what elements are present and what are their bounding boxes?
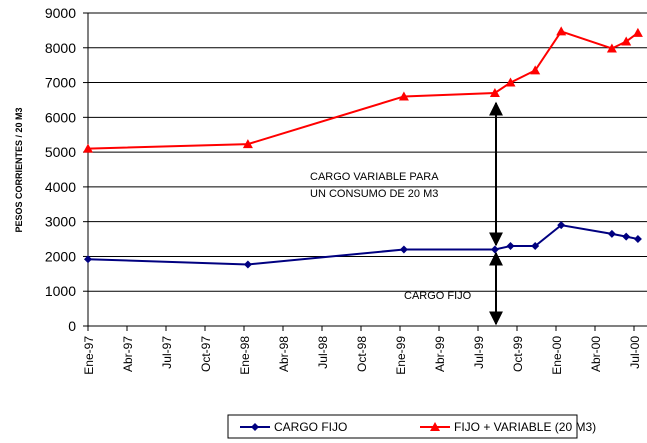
point — [621, 36, 632, 46]
series-line — [87, 30, 639, 150]
point — [398, 91, 409, 101]
y-tick-label: 2000 — [45, 248, 76, 264]
point — [489, 87, 500, 97]
annotation: UN CONSUMO DE 20 M3 — [310, 188, 438, 200]
x-tick-label: Abr-97 — [121, 336, 135, 372]
x-tick-label: Jul-97 — [160, 336, 174, 369]
point — [243, 260, 252, 269]
point — [607, 229, 616, 238]
y-tick-label: 4000 — [45, 179, 76, 195]
x-tick-label: Oct-99 — [511, 336, 525, 372]
plot — [83, 26, 643, 269]
x-tick-label: Oct-98 — [355, 336, 369, 372]
x-tick-label: Ene-97 — [82, 336, 96, 375]
y-axis-label: PESOS CORRIENTES / 20 M3 — [14, 107, 24, 232]
point — [622, 232, 631, 241]
point — [83, 143, 93, 153]
point — [506, 242, 515, 251]
y-tick-label: 5000 — [45, 144, 76, 160]
x-tick-label: Jul-98 — [316, 336, 330, 369]
series-line — [87, 224, 639, 266]
x-tick-label: Ene-99 — [394, 336, 408, 375]
x-tick-label: Jul-99 — [472, 336, 486, 369]
annotation: CARGO VARIABLE PARA — [310, 171, 439, 183]
point — [399, 245, 408, 254]
point — [556, 26, 567, 36]
x-tick-label: Jul-00 — [628, 336, 642, 369]
x-tick-label: Abr-99 — [433, 336, 447, 372]
point — [606, 43, 617, 53]
legend-label: FIJO + VARIABLE (20 M3) — [454, 420, 596, 434]
point — [557, 221, 566, 230]
x-tick-label: Ene-00 — [550, 336, 564, 375]
x-tick-label: Oct-97 — [199, 336, 213, 372]
y-tick-label: 7000 — [45, 75, 76, 91]
legend-marker — [430, 422, 440, 431]
annotation: CARGO FIJO — [404, 290, 472, 302]
y-tick-label: 8000 — [45, 40, 76, 56]
x-tick-label: Ene-98 — [238, 336, 252, 375]
x-tick-label: Abr-98 — [277, 336, 291, 372]
y-tick-label: 6000 — [45, 109, 76, 125]
point — [505, 77, 516, 87]
point — [632, 27, 643, 37]
legend-label: CARGO FIJO — [274, 420, 347, 434]
point — [242, 139, 253, 149]
x-tick-label: Abr-00 — [589, 336, 603, 372]
point — [633, 235, 642, 244]
legend-box — [227, 414, 578, 439]
y-tick-label: 1000 — [45, 283, 76, 299]
point — [490, 245, 499, 254]
y-tick-label: 0 — [68, 318, 76, 334]
y-tick-label: 9000 — [45, 5, 76, 21]
point — [530, 65, 541, 75]
point — [531, 242, 540, 251]
point — [84, 255, 92, 264]
legend-marker — [251, 423, 259, 431]
y-tick-label: 3000 — [45, 214, 76, 230]
